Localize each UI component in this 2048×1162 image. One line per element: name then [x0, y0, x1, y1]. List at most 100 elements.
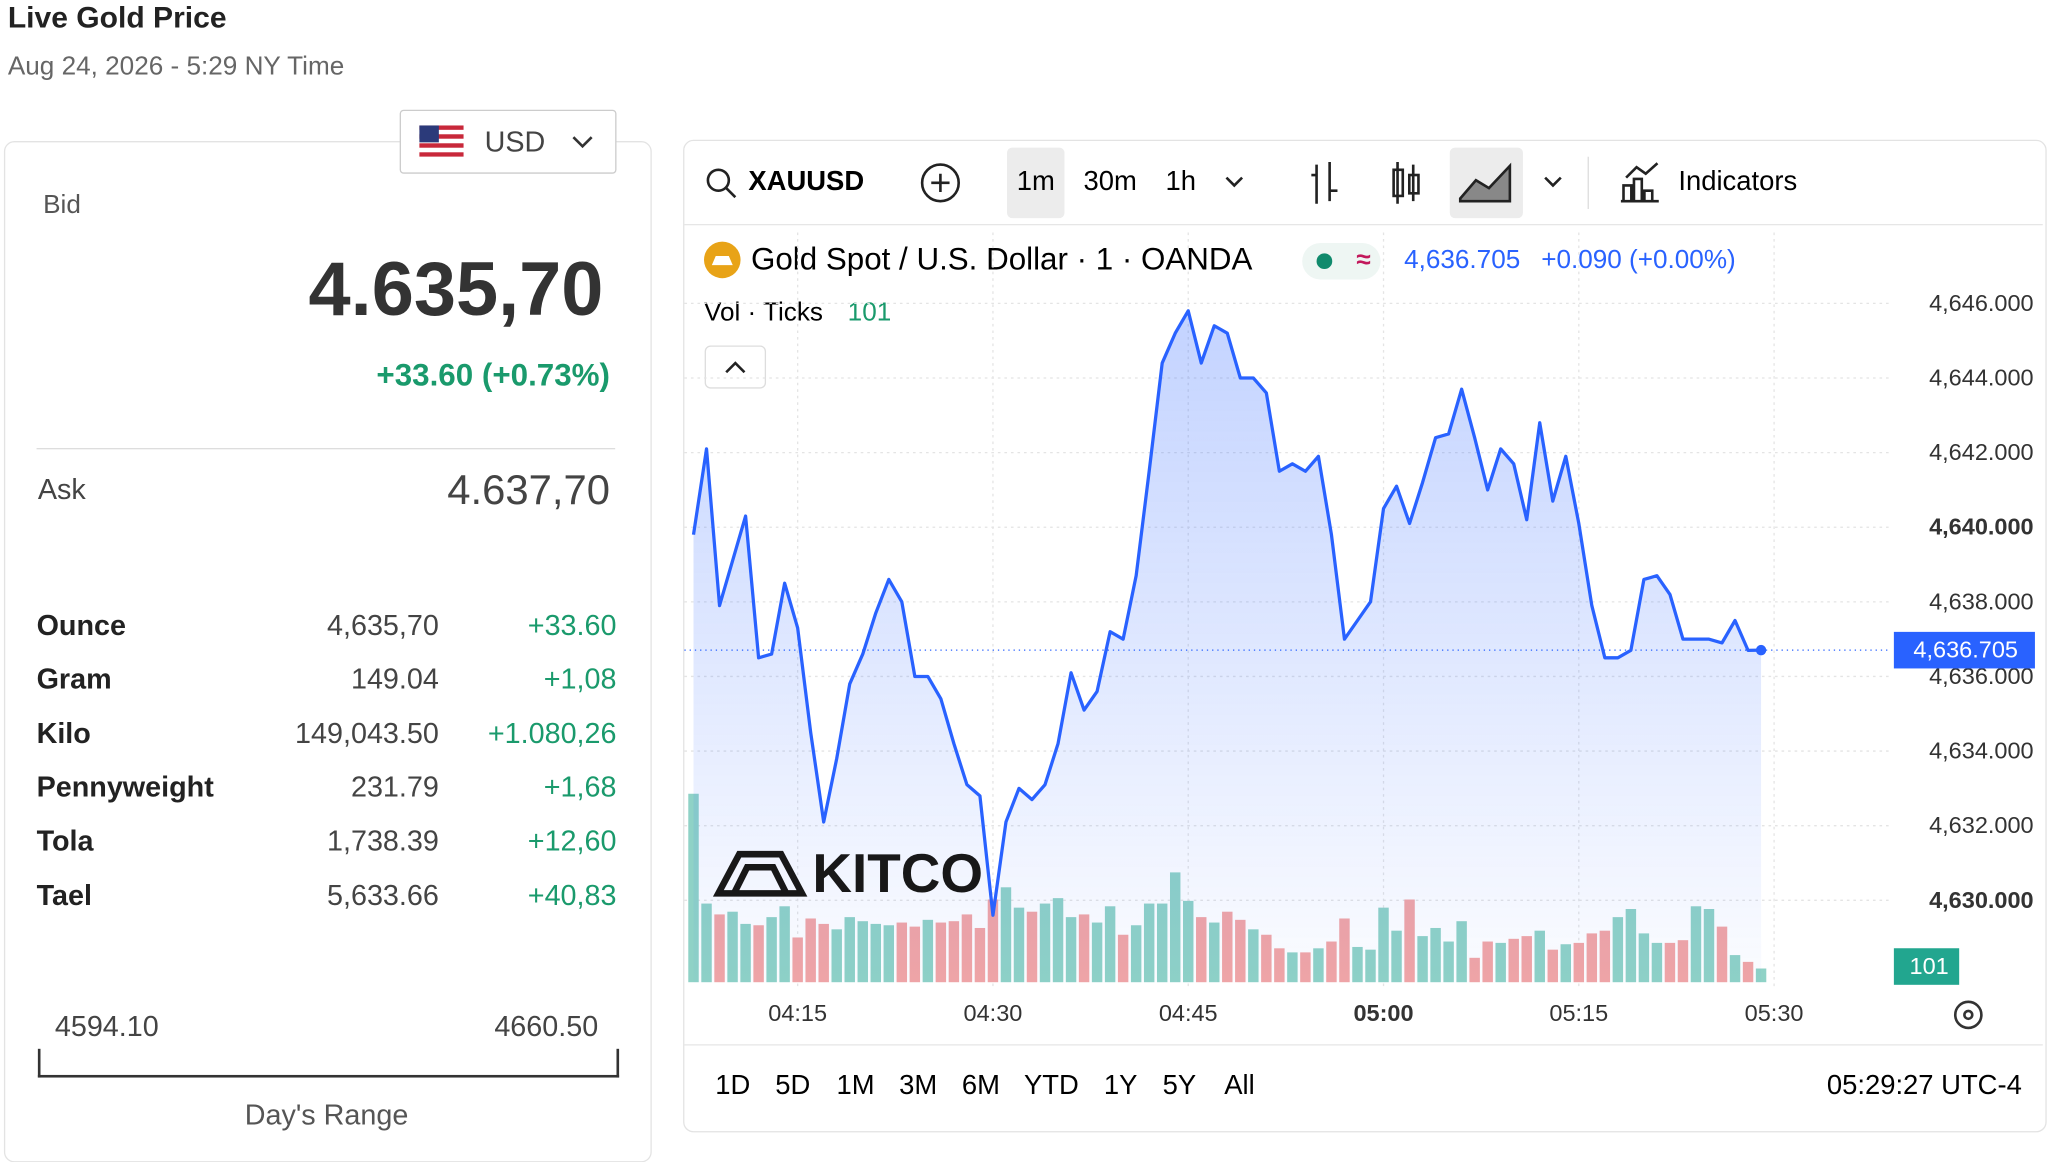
search-icon	[706, 168, 731, 192]
unit-row: Kilo 149,043.50 +1.080,26	[37, 717, 617, 756]
x-tick-label: 05:00	[1353, 1000, 1413, 1026]
unit-value: 149.04	[350, 662, 439, 696]
range-button[interactable]: YTD	[1024, 1069, 1079, 1100]
chart-panel	[683, 139, 2047, 1133]
candles-icon[interactable]	[1392, 161, 1420, 204]
bars-icon[interactable]	[1311, 161, 1338, 204]
settings[interactable]	[1953, 1000, 1983, 1030]
separator	[36, 447, 616, 450]
unit-row: Ounce 4,635,70 +33.60	[37, 609, 617, 648]
search[interactable]: XAUUSD	[706, 165, 864, 199]
volume-legend: Vol · Ticks	[704, 296, 823, 326]
interval[interactable]: 30m	[1084, 165, 1137, 196]
legend-change: +0.090 (+0.00%)	[1541, 244, 1736, 274]
unit-value: 5,633.66	[326, 878, 439, 912]
range-bar	[37, 1048, 620, 1078]
y-tick-label: 4,644.000	[1929, 365, 2034, 391]
range-label: Day's Range	[244, 1098, 409, 1132]
range-button[interactable]: 5D	[775, 1069, 810, 1100]
range-button[interactable]: 5Y	[1163, 1069, 1197, 1100]
unit-row: Gram 149.04 +1,08	[37, 663, 617, 702]
status-dot	[1316, 253, 1333, 270]
volume-last: 101	[848, 296, 892, 326]
indicators[interactable]: Indicators	[1678, 165, 1797, 196]
y-tick-label: 4,646.000	[1929, 290, 2034, 316]
unit-value: 1,738.39	[326, 824, 439, 858]
unit-change: +40,83	[527, 878, 617, 912]
interval-active	[1007, 147, 1065, 219]
chart-type-active	[1449, 147, 1523, 219]
range-button[interactable]: 1D	[715, 1069, 750, 1100]
y-tick-label: 4,634.000	[1929, 738, 2034, 764]
bid-price: 4.635,70	[308, 246, 604, 332]
price-line	[691, 309, 1762, 917]
volume-badge-label: 101	[1910, 953, 1949, 979]
settings-icon	[1963, 1009, 1974, 1021]
chevron[interactable]	[1225, 176, 1244, 188]
unit-name: Gram	[36, 662, 112, 696]
indicators-icon[interactable]	[1620, 162, 1659, 203]
us-flag	[419, 125, 464, 157]
unit-name: Pennyweight	[36, 770, 214, 804]
unit-row: Tola 1,738.39 +12,60	[37, 824, 617, 863]
chevron[interactable]	[1544, 176, 1562, 188]
status-pill	[1302, 242, 1381, 280]
add-symbol[interactable]	[920, 163, 960, 203]
price-badge	[1893, 631, 2035, 669]
x-tick-label: 04:30	[964, 1000, 1023, 1026]
search-icon	[725, 187, 737, 199]
x-tick-label: 04:15	[768, 1000, 827, 1026]
unit-change: +12,60	[527, 824, 617, 858]
add-icon	[931, 173, 950, 192]
x-tick-label: 05:30	[1745, 1000, 1804, 1026]
range-button[interactable]: 1Y	[1104, 1069, 1138, 1100]
collapse-button[interactable]	[704, 345, 767, 389]
unit-value: 231.79	[350, 770, 439, 804]
chevron	[572, 136, 593, 149]
interval[interactable]: 1h	[1165, 165, 1195, 196]
unit-change: +1,08	[543, 662, 617, 696]
unit-change: +1,68	[543, 770, 617, 804]
unit-change: +1.080,26	[487, 716, 617, 750]
legend-title: Gold Spot / U.S. Dollar · 1 · OANDA	[751, 242, 1253, 277]
range-low: 4594.10	[54, 1009, 159, 1043]
y-tick-label: 4,638.000	[1929, 588, 2034, 614]
legend-last: 4,636.705	[1404, 244, 1520, 274]
clock: 05:29:27 UTC-4	[1827, 1069, 2022, 1100]
range-button[interactable]: All	[1224, 1069, 1254, 1100]
unit-value: 149,043.50	[295, 716, 439, 750]
y-tick-label: 4,642.000	[1929, 439, 2034, 465]
bid-change: +33.60 (+0.73%)	[376, 357, 610, 394]
currency-label: USD	[484, 125, 546, 159]
unit-row: Pennyweight 231.79 +1,68	[37, 770, 617, 809]
currency-select[interactable]: USD	[399, 109, 617, 174]
volume-badge	[1893, 948, 1960, 985]
interval[interactable]: 1m	[1017, 165, 1055, 196]
bid-label: Bid	[43, 190, 81, 220]
collapse-icon	[725, 361, 746, 374]
ask-price: 4.637,70	[447, 466, 610, 514]
x-tick-label: 05:15	[1549, 1000, 1608, 1026]
range-button[interactable]: 3M	[899, 1069, 937, 1100]
page-title: Live Gold Price	[7, 0, 227, 34]
range-button[interactable]: 6M	[962, 1069, 1000, 1100]
area-icon[interactable]	[1458, 162, 1512, 203]
y-tick-label: 4,632.000	[1929, 812, 2034, 838]
ask-label: Ask	[37, 472, 86, 506]
unit-change: +33.60	[527, 608, 617, 642]
unit-name: Tael	[36, 878, 92, 912]
status-icon: ≈	[1356, 244, 1370, 274]
kitco-logo	[712, 850, 808, 897]
y-tick-label: 4,640.000	[1929, 514, 2034, 540]
unit-row: Tael 5,633.66 +40,83	[37, 878, 617, 917]
unit-name: Kilo	[36, 716, 91, 750]
range-high: 4660.50	[494, 1009, 599, 1043]
unit-name: Ounce	[36, 608, 126, 642]
symbol[interactable]: XAUUSD	[748, 165, 864, 196]
range-button[interactable]: 1M	[836, 1069, 874, 1100]
price-area	[693, 310, 1762, 983]
price-badge-label: 4,636.705	[1913, 637, 2018, 663]
y-tick-label: 4,630.000	[1929, 887, 2034, 913]
